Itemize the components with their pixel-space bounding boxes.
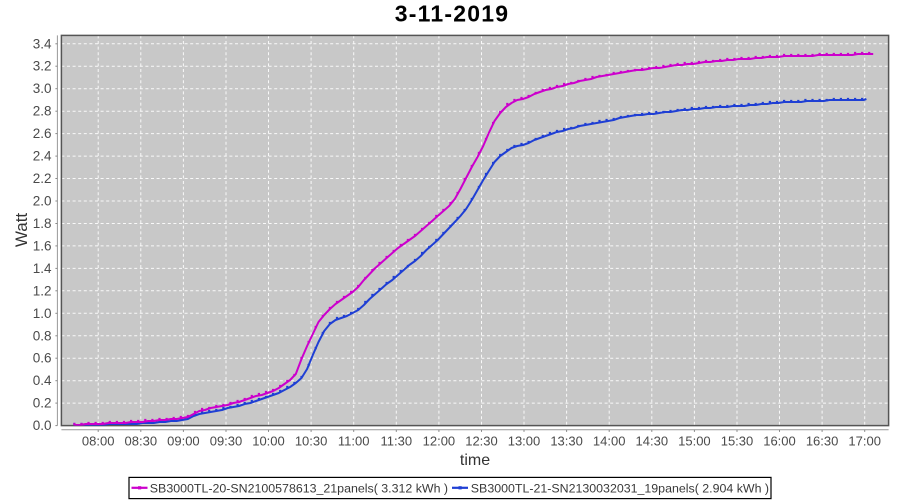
svg-text:2.6: 2.6 <box>33 126 52 141</box>
svg-text:0.2: 0.2 <box>33 396 52 411</box>
svg-text:time: time <box>460 452 490 469</box>
svg-text:10:30: 10:30 <box>295 434 328 449</box>
svg-text:08:30: 08:30 <box>125 434 158 449</box>
svg-text:3.0: 3.0 <box>33 81 52 96</box>
svg-text:2.4: 2.4 <box>33 149 52 164</box>
svg-text:SB3000TL-20-SN2100578613_21pan: SB3000TL-20-SN2100578613_21panels( 3.312… <box>150 481 448 495</box>
svg-text:09:30: 09:30 <box>210 434 243 449</box>
svg-text:09:00: 09:00 <box>167 434 200 449</box>
svg-text:16:00: 16:00 <box>763 434 796 449</box>
svg-text:0.4: 0.4 <box>33 373 52 388</box>
svg-text:2.2: 2.2 <box>33 171 52 186</box>
svg-text:14:30: 14:30 <box>636 434 669 449</box>
svg-text:Watt: Watt <box>12 213 31 248</box>
svg-text:2.8: 2.8 <box>33 104 52 119</box>
svg-text:12:00: 12:00 <box>423 434 456 449</box>
svg-text:17:00: 17:00 <box>848 434 881 449</box>
svg-text:3-11-2019: 3-11-2019 <box>395 1 509 27</box>
svg-text:SB3000TL-21-SN2130032031_19pan: SB3000TL-21-SN2130032031_19panels( 2.904… <box>471 481 769 495</box>
svg-text:08:00: 08:00 <box>82 434 115 449</box>
svg-text:0.6: 0.6 <box>33 351 52 366</box>
svg-text:0.0: 0.0 <box>33 418 52 433</box>
svg-text:15:30: 15:30 <box>721 434 754 449</box>
svg-text:0.8: 0.8 <box>33 328 52 343</box>
svg-text:1.4: 1.4 <box>33 261 52 276</box>
svg-text:15:00: 15:00 <box>678 434 711 449</box>
svg-text:3.4: 3.4 <box>33 36 52 51</box>
svg-text:14:00: 14:00 <box>593 434 626 449</box>
svg-text:1.8: 1.8 <box>33 216 52 231</box>
svg-text:2.0: 2.0 <box>33 194 52 209</box>
svg-text:13:30: 13:30 <box>550 434 583 449</box>
svg-text:12:30: 12:30 <box>465 434 498 449</box>
svg-text:16:30: 16:30 <box>806 434 839 449</box>
svg-text:13:00: 13:00 <box>508 434 541 449</box>
svg-text:1.2: 1.2 <box>33 283 52 298</box>
svg-text:11:30: 11:30 <box>381 434 413 449</box>
svg-text:1.6: 1.6 <box>33 238 52 253</box>
svg-text:10:00: 10:00 <box>252 434 285 449</box>
svg-text:3.2: 3.2 <box>33 59 52 74</box>
svg-text:1.0: 1.0 <box>33 306 52 321</box>
svg-text:11:00: 11:00 <box>338 434 370 449</box>
